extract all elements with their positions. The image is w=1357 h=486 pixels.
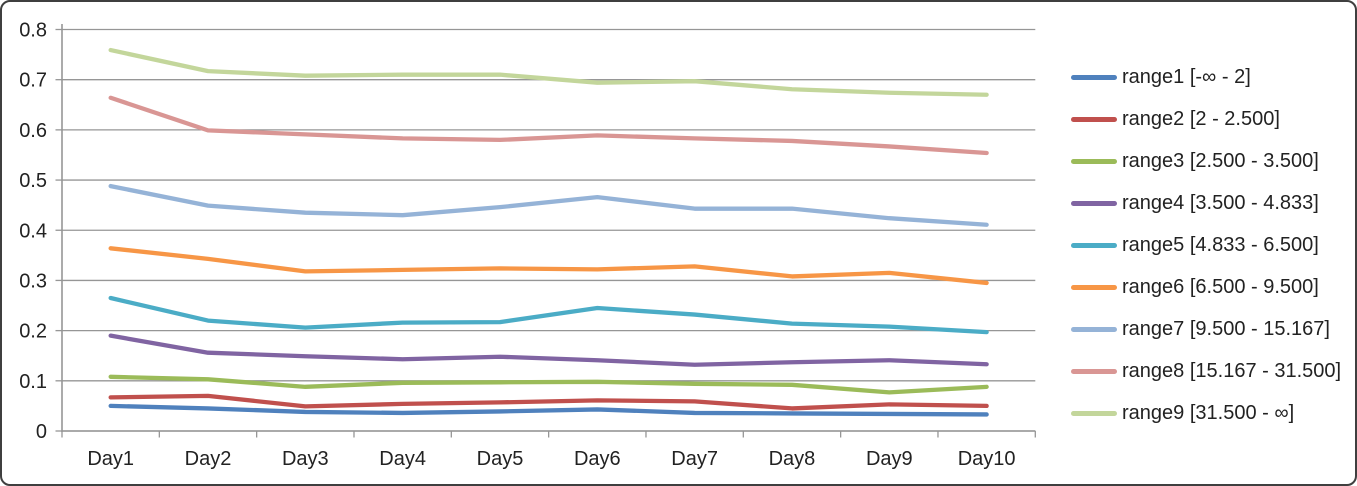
x-axis-label: Day1: [87, 448, 134, 470]
y-axis-label: 0.5: [19, 170, 47, 192]
series-line-range7: [108, 183, 989, 227]
x-axis-label: Day5: [477, 448, 524, 470]
legend-label-range7: range7 [9.500 - 15.167]: [1122, 317, 1330, 340]
legend-item-range3: range3 [2.500 - 3.500]: [1071, 150, 1319, 172]
y-axis-label: 0.7: [19, 70, 47, 92]
legend-item-range5: range5 [4.833 - 6.500]: [1071, 234, 1319, 256]
legend-label-range9: range9 [31.500 - ∞]: [1122, 401, 1295, 424]
x-axis-label: Day4: [379, 448, 426, 470]
x-axis-label: Day3: [282, 448, 329, 470]
legend-label-range8: range8 [15.167 - 31.500]: [1122, 359, 1342, 382]
legend-swatch-range8: [1071, 368, 1117, 374]
y-axis-label: 0.1: [19, 371, 47, 393]
y-axis-label: 0.2: [19, 321, 47, 343]
x-axis-label: Day6: [574, 448, 621, 470]
legend-swatch-range9: [1071, 410, 1117, 416]
legend-swatch-range4: [1071, 200, 1117, 206]
legend-swatch-range2: [1071, 116, 1117, 122]
x-axis-label: Day2: [185, 448, 232, 470]
series-line-range6: [108, 246, 989, 286]
legend-swatch-range5: [1071, 242, 1117, 248]
series-line-range2: [108, 393, 989, 411]
legend-item-range9: range9 [31.500 - ∞]: [1071, 402, 1294, 424]
legend-label-range5: range5 [4.833 - 6.500]: [1122, 233, 1319, 256]
series-line-range8: [108, 95, 989, 156]
x-axis-label: Day9: [866, 448, 913, 470]
legend-label-range4: range4 [3.500 - 4.833]: [1122, 191, 1319, 214]
legend-swatch-range6: [1071, 284, 1117, 290]
legend-label-range1: range1 [-∞ - 2]: [1122, 65, 1251, 88]
y-axis-label: 0.8: [19, 20, 47, 42]
legend-item-range8: range8 [15.167 - 31.500]: [1071, 360, 1341, 382]
x-axis-label: Day7: [671, 448, 718, 470]
legend-item-range7: range7 [9.500 - 15.167]: [1071, 318, 1330, 340]
series-line-range9: [108, 47, 989, 97]
y-axis-label: 0.6: [19, 120, 47, 142]
x-axis-label: Day10: [958, 448, 1016, 470]
x-axis-label: Day8: [769, 448, 816, 470]
series-line-range5: [108, 295, 989, 335]
y-axis-label: 0: [36, 421, 47, 443]
y-axis-label: 0.3: [19, 270, 47, 292]
legend-label-range2: range2 [2 - 2.500]: [1122, 107, 1280, 130]
legend-swatch-range3: [1071, 158, 1117, 164]
series-line-range4: [108, 333, 989, 367]
series-line-range1: [108, 403, 989, 417]
legend-item-range6: range6 [6.500 - 9.500]: [1071, 276, 1319, 298]
legend-item-range4: range4 [3.500 - 4.833]: [1071, 192, 1319, 214]
y-axis-label: 0.4: [19, 220, 47, 242]
series-line-range3: [108, 374, 989, 395]
legend-swatch-range7: [1071, 326, 1117, 332]
legend-label-range3: range3 [2.500 - 3.500]: [1122, 149, 1319, 172]
legend-item-range1: range1 [-∞ - 2]: [1071, 66, 1251, 88]
legend-item-range2: range2 [2 - 2.500]: [1071, 108, 1280, 130]
legend-label-range6: range6 [6.500 - 9.500]: [1122, 275, 1319, 298]
legend-swatch-range1: [1071, 74, 1117, 80]
